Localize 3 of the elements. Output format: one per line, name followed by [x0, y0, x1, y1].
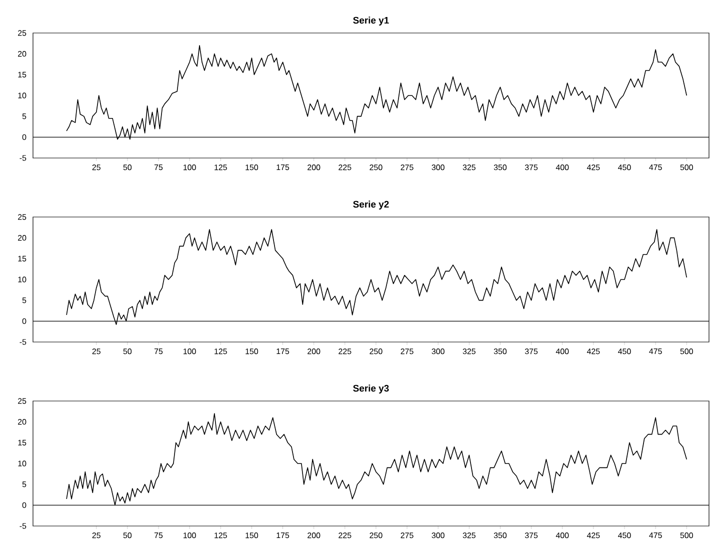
chart-title: Serie y3	[353, 384, 389, 394]
chart-title: Serie y1	[353, 16, 389, 26]
chart-title: Serie y2	[353, 200, 389, 210]
